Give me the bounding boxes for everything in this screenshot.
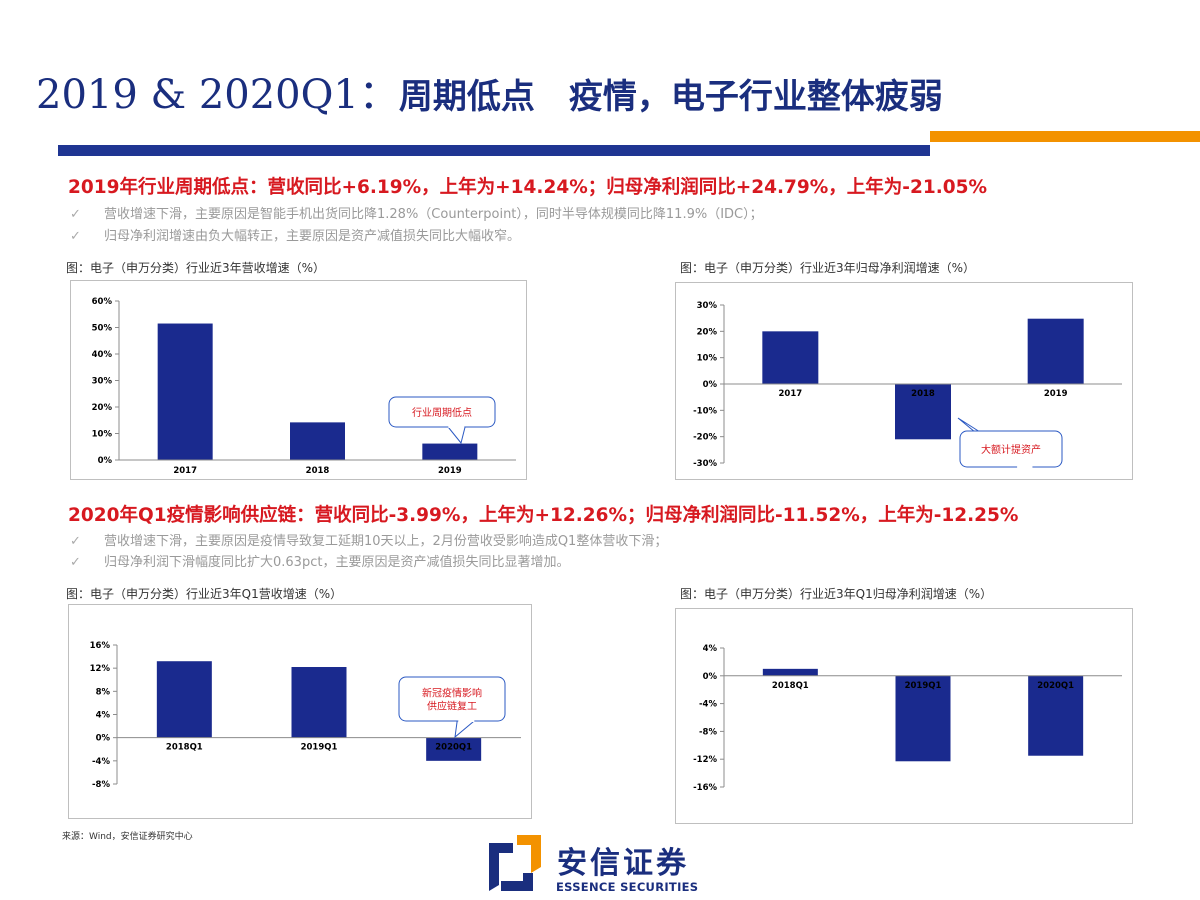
x-category-label: 2018 [306, 466, 330, 476]
check-icon: ✓ [70, 229, 81, 244]
page-title-cn: 周期低点 疫情，电子行业整体疲弱 [398, 77, 943, 117]
callout-box [398, 676, 506, 722]
y-tick-label: -12% [693, 755, 717, 765]
callout-pointer [454, 719, 477, 739]
callout-pointer [446, 425, 466, 445]
section2-bullet-2: ✓ 归母净利润下滑幅度同比扩大0.63pct，主要原因是资产减值损失同比显著增加。 [70, 551, 569, 570]
y-tick-label: 10% [697, 354, 718, 364]
y-tick-label: -4% [699, 700, 717, 710]
chart2-frame: -30% -20% -10% 0% 10% 20% 30% 2017 2018 2019 大额计提资… [675, 282, 1133, 480]
callout-text: 行业周期低点 [412, 406, 472, 419]
y-tick-label: 50% [92, 324, 113, 334]
section2-bullet-1: ✓ 营收增速下滑，主要原因是疫情导致复工延期10天以上，2月份营收受影响造成Q1整… [70, 530, 667, 549]
title-underline-blue [58, 145, 930, 156]
bar-2019 [422, 443, 478, 460]
section1-bullet-2: ✓ 归母净利润增速由负大幅转正，主要原因是资产减值损失同比大幅收窄。 [70, 225, 520, 244]
page-title: 2019 & 2020Q1：周期低点 疫情，电子行业整体疲弱 [36, 62, 943, 120]
callout-pointer-mask [458, 718, 475, 722]
y-tick-label: 0% [703, 380, 718, 390]
bar-2020Q1 [1028, 675, 1084, 756]
bar-2018 [895, 384, 951, 440]
x-category-label: 2019 [1044, 389, 1068, 399]
chart3-q1-revenue-growth: -8% -4% 0% 4% 8% 12% 16% 2018Q1 2019Q1 2020Q1 新冠疫情… [90, 641, 521, 790]
callout-text: 大额计提资产 [981, 443, 1041, 456]
y-tick-label: 40% [92, 350, 113, 360]
section1-headline: 2019年行业周期低点：营收同比+6.19%，上年为+14.24%；归母净利润同… [68, 177, 988, 198]
y-tick-label: 4% [96, 711, 111, 721]
x-category-label: 2019Q1 [301, 743, 338, 753]
y-tick-label: 0% [703, 672, 718, 682]
section2-bullet-1-text: 营收增速下滑，主要原因是疫情导致复工延期10天以上，2月份营收受影响造成Q1整体… [104, 534, 668, 549]
check-icon: ✓ [70, 207, 81, 222]
callout-pointer-mask [1017, 464, 1033, 468]
chart3-caption: 图：电子（申万分类）行业近3年Q1营收增速（%） [66, 587, 343, 601]
y-tick-label: 4% [703, 644, 718, 654]
bar-2020Q1 [426, 737, 482, 761]
bar-2018Q1 [762, 668, 818, 676]
chart1-caption: 图：电子（申万分类）行业近3年营收增速（%） [66, 261, 326, 275]
y-tick-label: 8% [96, 687, 111, 697]
y-tick-label: -16% [693, 783, 717, 793]
chart2-caption: 图：电子（申万分类）行业近3年归母净利润增速（%） [680, 261, 976, 275]
x-category-label: 2020Q1 [435, 743, 472, 753]
y-tick-label: 12% [90, 664, 111, 674]
y-tick-label: 20% [697, 327, 718, 337]
chart2-net-profit-growth: -30% -20% -10% 0% 10% 20% 30% 2017 2018 2019 大额计提资… [693, 301, 1122, 469]
y-tick-label: -20% [693, 433, 717, 443]
chart1-frame: 0% 10% 20% 30% 40% 50% 60% 2017 2018 2019 行业周期低点 [70, 280, 527, 480]
y-tick-label: -10% [693, 406, 717, 416]
essence-logo-icon [489, 835, 541, 891]
bar-2019Q1 [895, 675, 951, 762]
y-tick-label: 30% [697, 301, 718, 311]
callout-box [388, 396, 496, 428]
source-note: 来源：Wind，安信证券研究中心 [62, 832, 193, 842]
bar-2019Q1 [291, 667, 347, 738]
y-tick-label: 16% [90, 641, 111, 651]
section2-headline: 2020年Q1疫情影响供应链：营收同比-3.99%，上年为+12.26%；归母净… [68, 505, 1019, 526]
x-category-label: 2019Q1 [905, 681, 942, 691]
section1-bullet-2-text: 归母净利润增速由负大幅转正，主要原因是资产减值损失同比大幅收窄。 [104, 229, 521, 244]
y-tick-label: -4% [92, 757, 110, 767]
chart4-frame: -16% -12% -8% -4% 0% 4% 2018Q1 2019Q1 2020Q1 [675, 608, 1133, 824]
bar-2018Q1 [156, 661, 212, 738]
callout-text: 新冠疫情影响 [422, 687, 482, 700]
y-tick-label: -8% [699, 727, 717, 737]
x-category-label: 2018Q1 [772, 681, 809, 691]
callout-pointer-mask [448, 424, 465, 428]
y-tick-label: 30% [92, 377, 113, 387]
x-category-label: 2018Q1 [166, 743, 203, 753]
x-category-label: 2020Q1 [1037, 681, 1074, 691]
logo-text-cn: 安信证券 [557, 846, 689, 881]
callout-box [959, 430, 1063, 468]
y-tick-label: 10% [92, 430, 113, 440]
y-tick-label: 0% [96, 734, 111, 744]
y-tick-label: -8% [92, 780, 110, 790]
title-underline-orange [930, 131, 1200, 142]
y-tick-label: 20% [92, 403, 113, 413]
x-category-label: 2017 [778, 389, 802, 399]
page-title-latin: 2019 & 2020Q1： [36, 72, 399, 118]
bar-2018 [290, 422, 345, 460]
y-tick-label: -30% [693, 459, 717, 469]
logo-text-en: ESSENCE SECURITIES [556, 880, 699, 894]
section2-bullet-2-text: 归母净利润下滑幅度同比扩大0.63pct，主要原因是资产减值损失同比显著增加。 [104, 555, 570, 570]
x-category-label: 2018 [911, 389, 935, 399]
bar-2017 [762, 331, 819, 384]
section1-bullet-1-text: 营收增速下滑，主要原因是智能手机出货同比降1.28%（Counterpoint）… [104, 207, 763, 222]
callout-text: 供应链复工 [427, 700, 477, 713]
chart3-frame: -8% -4% 0% 4% 8% 12% 16% 2018Q1 2019Q1 2020Q1 新冠疫情… [68, 604, 532, 819]
chart4-q1-net-profit-growth: -16% -12% -8% -4% 0% 4% 2018Q1 2019Q1 2020Q1 [693, 644, 1122, 793]
bar-2017 [157, 323, 213, 460]
section1-bullet-1: ✓ 营收增速下滑，主要原因是智能手机出货同比降1.28%（Counterpoint… [70, 203, 763, 222]
chart4-caption: 图：电子（申万分类）行业近3年Q1归母净利润增速（%） [680, 587, 993, 601]
check-icon: ✓ [70, 534, 81, 549]
x-category-label: 2019 [438, 466, 462, 476]
bar-2019 [1027, 318, 1084, 384]
y-tick-label: 60% [92, 297, 113, 307]
check-icon: ✓ [70, 555, 81, 570]
chart1-revenue-growth: 0% 10% 20% 30% 40% 50% 60% 2017 2018 2019 行业周期低点 [92, 297, 516, 476]
y-tick-label: 0% [98, 456, 113, 466]
x-category-label: 2017 [173, 466, 197, 476]
